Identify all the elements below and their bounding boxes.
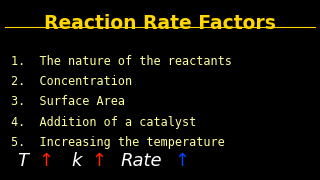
Text: Reaction Rate Factors: Reaction Rate Factors [44, 14, 276, 33]
Text: ↑: ↑ [38, 152, 53, 170]
Text: 4.  Addition of a catalyst: 4. Addition of a catalyst [11, 116, 196, 129]
Text: Rate: Rate [120, 152, 162, 170]
Text: ↑: ↑ [92, 152, 107, 170]
Text: k: k [71, 152, 82, 170]
Text: 5.  Increasing the temperature: 5. Increasing the temperature [11, 136, 225, 149]
Text: T: T [17, 152, 28, 170]
Text: 2.  Concentration: 2. Concentration [11, 75, 132, 88]
Text: ↑: ↑ [174, 152, 189, 170]
Text: 3.  Surface Area: 3. Surface Area [11, 95, 125, 108]
Text: 1.  The nature of the reactants: 1. The nature of the reactants [11, 55, 232, 68]
